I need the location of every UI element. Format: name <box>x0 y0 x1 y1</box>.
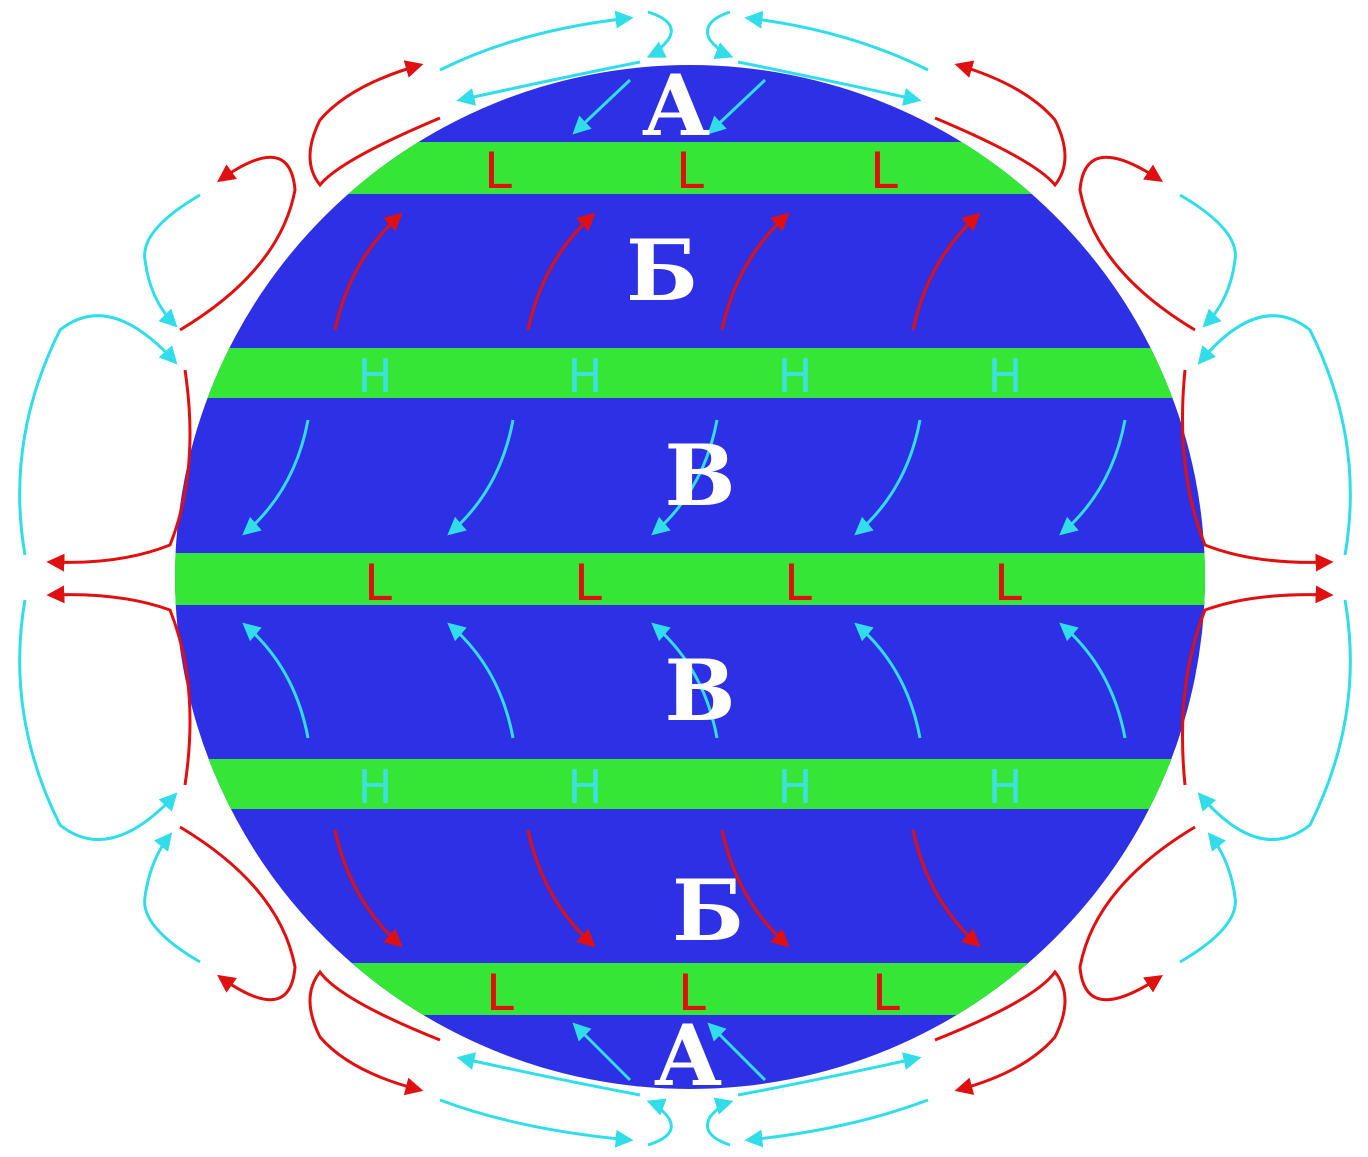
high-mark: H <box>358 760 393 814</box>
surface-winds <box>242 78 1127 1082</box>
zone-label-top-tropical: В <box>665 426 736 525</box>
zone-label-bottom-temperate: Б <box>672 861 744 960</box>
low-mark: L <box>872 964 900 1022</box>
high-mark: H <box>778 349 813 403</box>
high-mark: H <box>568 760 603 814</box>
high-mark: H <box>988 349 1023 403</box>
zone-label-top-polar: А <box>642 56 710 155</box>
low-mark: L <box>676 142 704 200</box>
zone-label-bottom-polar: А <box>654 1006 722 1105</box>
circulation-cells <box>18 10 1352 1148</box>
low-mark: L <box>486 964 514 1022</box>
belt-equatorial-low <box>175 553 1205 605</box>
belt-bottom-subtropical-high <box>175 759 1205 809</box>
high-mark: H <box>778 760 813 814</box>
low-mark: L <box>870 142 898 200</box>
belt-top-subtropical-high <box>175 348 1205 398</box>
low-mark: L <box>678 964 706 1022</box>
high-mark: H <box>988 760 1023 814</box>
low-mark: L <box>484 142 512 200</box>
low-mark: L <box>574 554 602 612</box>
belt-marks: L L L H H H H L L L L H H H H L L L <box>358 142 1023 1022</box>
high-mark: H <box>568 349 603 403</box>
low-mark: L <box>994 554 1022 612</box>
low-mark: L <box>784 554 812 612</box>
zone-label-bottom-tropical: В <box>665 641 736 740</box>
high-mark: H <box>358 349 393 403</box>
zone-label-top-temperate: Б <box>626 221 698 320</box>
low-mark: L <box>364 554 392 612</box>
